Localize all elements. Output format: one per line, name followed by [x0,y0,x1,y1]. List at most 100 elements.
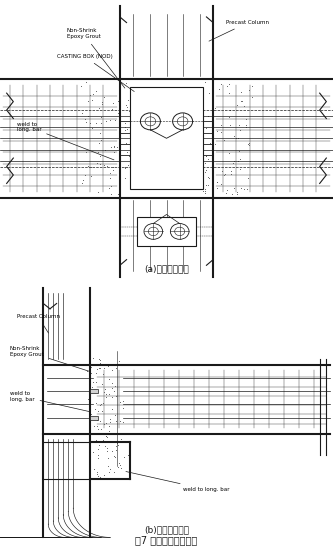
Point [96,139,102,147]
Point [94,435,99,444]
Point [112,143,117,152]
Point [119,474,124,483]
Point [205,112,210,121]
Point [122,123,127,132]
Point [83,115,88,123]
Point [94,470,99,479]
Point [213,140,218,149]
Point [110,163,115,172]
Point [233,134,238,142]
Point [103,117,108,125]
Point [89,163,94,172]
Point [111,142,117,151]
Point [88,417,93,426]
Point [246,85,251,94]
Point [125,147,130,156]
Point [221,171,226,180]
Point [202,186,207,195]
Point [109,404,115,413]
Point [114,416,119,425]
Point [90,377,96,386]
Point [98,473,103,482]
Point [104,444,110,453]
Point [81,176,86,185]
Point [226,112,231,121]
Point [111,386,117,395]
Text: CASTING BOX (NOD): CASTING BOX (NOD) [57,54,134,92]
Point [104,432,109,441]
Point [247,157,253,165]
Point [227,121,233,129]
Point [115,463,121,471]
Point [96,147,101,156]
Point [92,465,97,473]
Point [116,459,122,467]
Point [85,161,90,170]
Point [117,167,122,175]
Point [227,149,232,158]
Point [203,166,209,175]
Point [91,421,97,430]
Point [226,88,231,97]
Point [108,190,114,198]
Point [128,175,133,184]
Point [130,99,136,108]
Point [202,78,208,87]
Point [110,366,115,374]
Point [116,440,121,449]
Point [105,462,110,471]
Point [128,174,134,182]
Point [203,184,208,193]
Point [129,139,134,147]
Point [100,407,105,415]
Point [249,93,255,101]
Text: (b)边柱梁柱节点: (b)边柱梁柱节点 [144,526,189,535]
Circle shape [172,113,192,130]
Point [229,189,235,198]
Text: weld to
long. bar: weld to long. bar [10,391,91,412]
Point [122,125,127,134]
Point [116,96,121,105]
Point [90,353,96,362]
Point [112,451,117,460]
Point [120,404,125,413]
Point [90,96,95,105]
Point [98,112,103,121]
Point [105,361,110,370]
Point [109,142,114,151]
Point [207,139,212,147]
Point [84,367,90,376]
Point [123,162,128,171]
Point [198,88,204,97]
Point [112,382,118,391]
Point [205,172,211,181]
Point [94,415,100,424]
Point [94,368,99,377]
Text: Precast Column: Precast Column [17,314,60,333]
Point [123,139,129,147]
Point [129,162,134,171]
Point [200,138,205,146]
Point [223,189,228,198]
Point [120,396,125,405]
Point [107,389,112,398]
Point [109,446,115,455]
Point [204,152,209,161]
Point [101,420,106,429]
Point [197,89,203,98]
Point [101,471,106,480]
Point [128,148,133,157]
Point [106,427,112,436]
Point [101,364,106,373]
Point [113,445,118,454]
Point [87,386,92,395]
Point [87,382,92,391]
Point [206,180,211,189]
Point [224,186,230,195]
Point [87,409,92,418]
Point [93,87,99,95]
Point [89,413,95,421]
Point [98,417,103,426]
Point [100,369,106,378]
Point [92,405,97,414]
